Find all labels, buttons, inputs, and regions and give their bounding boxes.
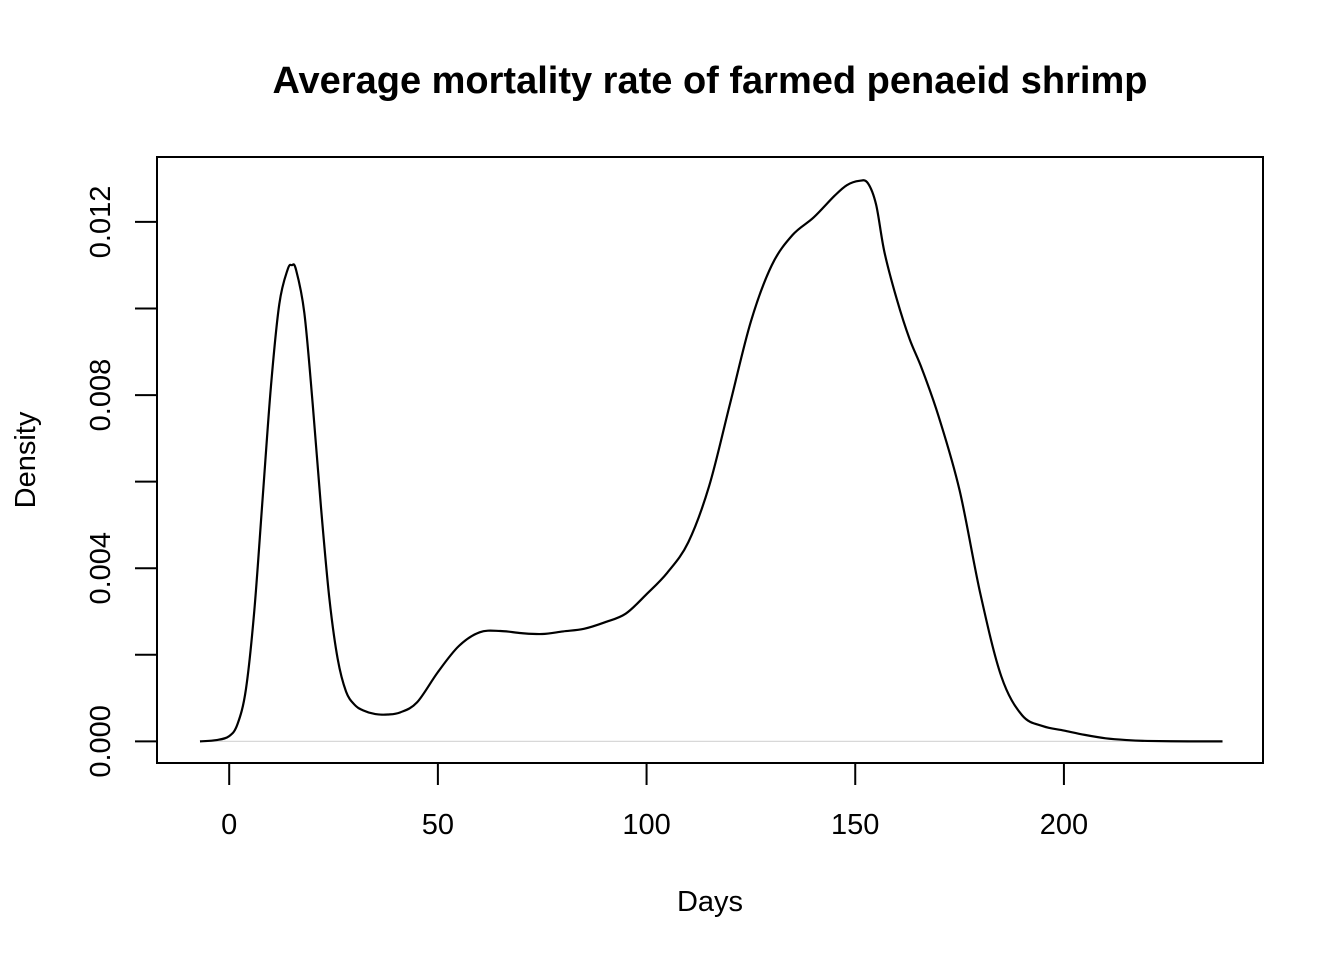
x-tick-label: 100 bbox=[622, 809, 670, 841]
y-tick-label: 0.012 bbox=[85, 186, 117, 259]
y-axis: 0.000 0.004 0.008 0.012 bbox=[85, 186, 158, 778]
x-axis-label: Days bbox=[677, 886, 743, 918]
x-tick-label: 50 bbox=[422, 809, 454, 841]
y-tick-label: 0.000 bbox=[85, 705, 117, 778]
x-axis: 0 50 100 150 200 bbox=[221, 762, 1088, 841]
density-line bbox=[199, 179, 1223, 743]
y-tick-label: 0.008 bbox=[85, 359, 117, 432]
x-tick-label: 0 bbox=[221, 809, 237, 841]
plot-frame bbox=[156, 156, 1264, 764]
x-tick-label: 200 bbox=[1040, 809, 1088, 841]
x-tick-label: 150 bbox=[831, 809, 879, 841]
y-axis-label: Density bbox=[10, 411, 42, 508]
chart-title: Average mortality rate of farmed penaeid… bbox=[273, 60, 1148, 102]
y-tick-label: 0.004 bbox=[85, 532, 117, 605]
